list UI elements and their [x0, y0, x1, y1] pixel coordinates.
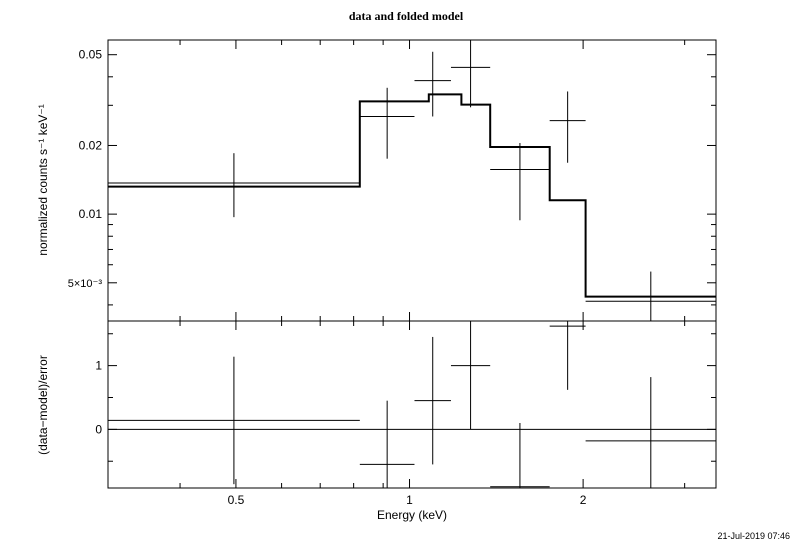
x-axis-label: Energy (keV)	[377, 508, 447, 522]
bottom-panel: 10 0.5 1 2 (data−model)/error Energy (keV)	[36, 320, 717, 522]
top-panel-ticks	[108, 40, 716, 321]
y-tick-label: 0.01	[79, 207, 103, 221]
y-tick-label: 0.05	[79, 48, 103, 62]
bottom-panel-y-axis-label: (data−model)/error	[36, 355, 50, 455]
bottom-panel-ticks	[108, 321, 716, 488]
top-panel: 0.05 0.02 0.01 5×10⁻³ normalized counts s⁻¹…	[36, 39, 717, 322]
data-point	[490, 143, 550, 221]
y-tick-label: 0	[95, 422, 102, 436]
residual-point	[450, 321, 491, 430]
data-point	[414, 51, 451, 117]
x-tick-label: 0.5	[228, 493, 245, 507]
x-tick-label: 1	[406, 493, 413, 507]
top-panel-y-axis-label: normalized counts s⁻¹ keV⁻¹	[36, 104, 50, 255]
data-point	[359, 87, 415, 159]
top-panel-y-tick-labels: 0.05 0.02 0.01 5×10⁻³	[68, 48, 103, 290]
data-point	[450, 40, 491, 108]
y-tick-label: 0.02	[79, 138, 103, 152]
residual-point	[490, 422, 550, 488]
x-tick-label: 2	[580, 493, 587, 507]
top-panel-frame	[107, 39, 717, 322]
timestamp: 21-Jul-2019 07:46	[717, 531, 790, 541]
y-tick-label: 5×10⁻³	[68, 278, 103, 290]
data-point	[549, 91, 586, 163]
residual-point	[359, 400, 415, 488]
bottom-panel-frame	[107, 320, 717, 489]
x-tick-labels: 0.5 1 2	[228, 493, 587, 507]
residual-point	[414, 336, 451, 465]
model-step-line	[108, 93, 716, 298]
top-panel-model-steps	[108, 93, 716, 298]
residual-point	[549, 321, 586, 390]
bottom-panel-y-tick-labels: 10	[95, 359, 102, 437]
bottom-panel-residual-points	[108, 321, 716, 488]
residual-point	[585, 377, 716, 488]
chart-title: data and folded model	[349, 9, 464, 23]
top-panel-data-points	[108, 40, 716, 321]
y-tick-label: 1	[95, 359, 102, 373]
data-point	[108, 153, 360, 218]
residual-point	[108, 356, 360, 485]
